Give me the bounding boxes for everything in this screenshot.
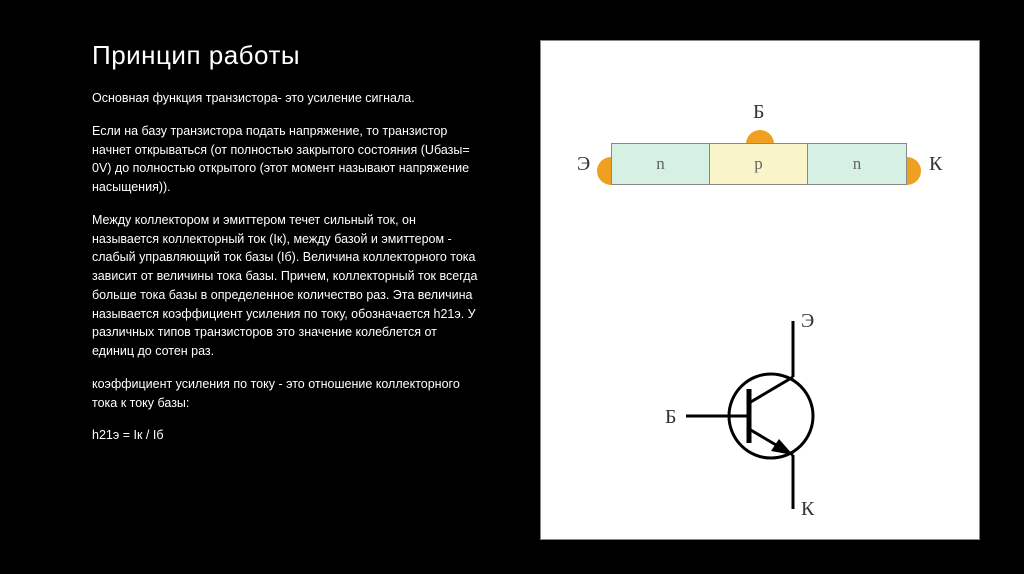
region-n1: n (612, 144, 710, 184)
region-p: p (710, 144, 808, 184)
figure-box: Б Э К n p n (540, 40, 980, 540)
formula: h21э = Iк / Iб (92, 426, 480, 445)
figure-column: Б Э К n p n (500, 0, 960, 574)
sch-label-collector: К (801, 498, 815, 520)
text-column: Принцип работы Основная функция транзист… (0, 0, 500, 574)
label-collector: К (929, 153, 942, 176)
region-n2: n (808, 144, 906, 184)
junction-rects: n p n (611, 143, 907, 185)
paragraph-3: Между коллектором и эмиттером течет силь… (92, 211, 480, 361)
transistor-schematic: Э Б К (631, 311, 891, 521)
page-title: Принцип работы (92, 40, 480, 71)
paragraph-4: коэффициент усиления по току - это отнош… (92, 375, 480, 413)
sch-label-base: Б (665, 406, 676, 428)
label-base: Б (753, 101, 764, 124)
transistor-svg: Э Б К (631, 311, 891, 521)
label-emitter: Э (577, 153, 590, 176)
paragraph-1: Основная функция транзистора- это усилен… (92, 89, 480, 108)
paragraph-2: Если на базу транзистора подать напряжен… (92, 122, 480, 197)
contact-emitter (597, 157, 611, 185)
contact-collector (907, 157, 921, 185)
sch-label-emitter: Э (801, 311, 814, 332)
npn-structure-diagram: Б Э К n p n (571, 101, 951, 221)
contact-base (746, 130, 774, 144)
arrow-icon (771, 439, 793, 455)
